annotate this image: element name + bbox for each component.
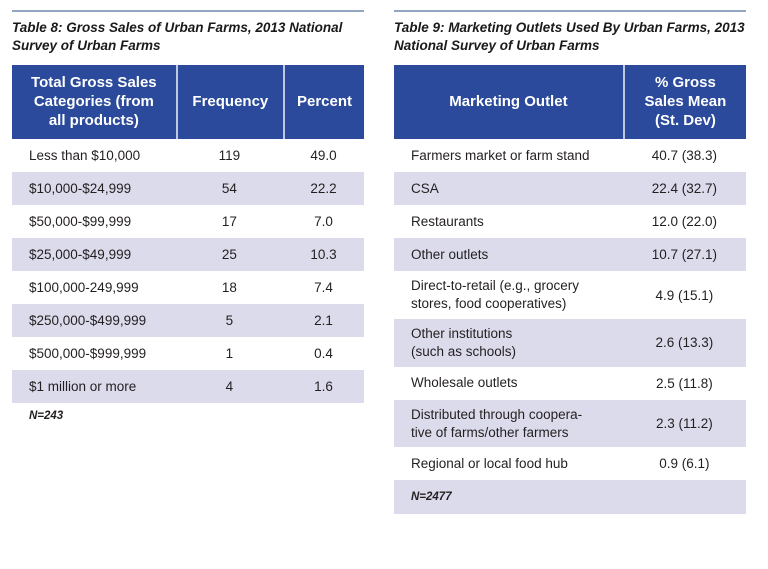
table9-top-rule (394, 10, 746, 12)
percent-cell: 2.1 (314, 313, 333, 329)
outlet-cell: Farmers market or farm stand (411, 148, 590, 164)
percent-cell: 1.6 (314, 379, 333, 395)
table-row: Less than $10,000 119 49.0 (12, 139, 364, 172)
table8-header-percent: Percent (283, 65, 364, 140)
table-row: CSA 22.4 (32.7) (394, 172, 746, 206)
table-row: $10,000-$24,999 54 22.2 (12, 172, 364, 206)
category-cell: $250,000-$499,999 (29, 313, 147, 329)
category-cell: $500,000-$999,999 (29, 346, 147, 362)
table9-header-outlet: Marketing Outlet (449, 93, 568, 111)
mean-cell: 2.6 (13.3) (655, 335, 714, 351)
table9-section: Table 9: Marketing Outlets Used By Urban… (394, 10, 746, 515)
percent-cell: 10.3 (310, 247, 337, 263)
outlet-cell: Regional or local food hub (411, 455, 568, 471)
table-row: $250,000-$499,999 5 2.1 (12, 304, 364, 338)
mean-cell: 4.9 (15.1) (655, 287, 714, 303)
outlet-cell: Direct-to-retail (e.g., grocery stores, … (411, 278, 580, 312)
table-row: $100,000-249,999 18 7.4 (12, 271, 364, 304)
table8-header-row: Total Gross Sales Categories (from all p… (12, 65, 364, 140)
table-row: Other institutions (such as schools) 2.6… (394, 319, 746, 367)
table-row: Restaurants 12.0 (22.0) (394, 205, 746, 238)
category-cell: $1 million or more (29, 379, 137, 395)
table8-body: Less than $10,000 119 49.0 $10,000-$24,9… (12, 139, 364, 404)
frequency-cell: 119 (218, 148, 241, 164)
mean-cell: 40.7 (38.3) (651, 148, 718, 164)
table8-top-rule (12, 10, 364, 12)
percent-cell: 7.0 (314, 214, 333, 230)
table-row: Distributed through coopera- tive of far… (394, 399, 746, 448)
table-row: Farmers market or farm stand 40.7 (38.3) (394, 139, 746, 172)
mean-cell: 10.7 (27.1) (651, 247, 718, 263)
frequency-cell: 17 (221, 214, 237, 230)
table-row: Regional or local food hub 0.9 (6.1) (394, 447, 746, 480)
outlet-cell: Restaurants (411, 214, 484, 230)
table8: Total Gross Sales Categories (from all p… (12, 65, 364, 422)
outlet-cell: Wholesale outlets (411, 375, 518, 391)
table9-footnote: N=2477 (411, 491, 452, 504)
table8-title: Table 8: Gross Sales of Urban Farms, 201… (12, 20, 343, 54)
table9-body: Farmers market or farm stand 40.7 (38.3)… (394, 139, 746, 480)
percent-cell: 49.0 (310, 148, 337, 164)
table-row: Wholesale outlets 2.5 (11.8) (394, 367, 746, 400)
category-cell: $100,000-249,999 (29, 280, 139, 296)
mean-cell: 2.3 (11.2) (655, 416, 713, 431)
category-cell: Less than $10,000 (29, 148, 141, 164)
frequency-cell: 1 (225, 346, 234, 362)
table-row: Other outlets 10.7 (27.1) (394, 238, 746, 272)
percent-cell: 22.2 (310, 181, 337, 197)
outlet-cell: Other outlets (411, 247, 489, 263)
mean-cell: 2.5 (11.8) (655, 375, 713, 391)
mean-cell: 0.9 (6.1) (659, 456, 710, 472)
table-row: Direct-to-retail (e.g., grocery stores, … (394, 271, 746, 319)
table-row: $25,000-$49,999 25 10.3 (12, 238, 364, 272)
mean-cell: 12.0 (22.0) (651, 214, 718, 230)
percent-cell: 0.4 (314, 346, 333, 362)
table9-header-mean: % Gross Sales Mean (St. Dev) (622, 65, 746, 140)
table8-header-frequency: Frequency (175, 65, 283, 140)
category-cell: $10,000-$24,999 (29, 181, 132, 197)
category-cell: $50,000-$99,999 (29, 214, 132, 230)
outlet-cell: CSA (411, 181, 439, 197)
table-row: $1 million or more 4 1.6 (12, 370, 364, 404)
outlet-cell: Distributed through coopera- tive of far… (411, 406, 583, 440)
table8-footnote: N=243 (29, 410, 64, 423)
percent-cell: 7.4 (314, 280, 333, 296)
frequency-cell: 4 (225, 379, 234, 395)
category-cell: $25,000-$49,999 (29, 247, 132, 263)
table8-section: Table 8: Gross Sales of Urban Farms, 201… (12, 10, 364, 422)
table9-title: Table 9: Marketing Outlets Used By Urban… (394, 20, 745, 54)
table8-header-category: Total Gross Sales Categories (from all p… (31, 74, 157, 129)
table-row: $50,000-$99,999 17 7.0 (12, 205, 364, 238)
table9-header-row: Marketing Outlet % Gross Sales Mean (St.… (394, 65, 746, 140)
table-row: $500,000-$999,999 1 0.4 (12, 337, 364, 370)
outlet-cell: Other institutions (such as schools) (411, 326, 517, 359)
frequency-cell: 5 (225, 313, 234, 329)
table9-footnote-row: N=2477 (394, 480, 746, 515)
mean-cell: 22.4 (32.7) (651, 181, 718, 197)
frequency-cell: 54 (221, 181, 237, 197)
frequency-cell: 18 (221, 280, 237, 296)
table9: Marketing Outlet % Gross Sales Mean (St.… (394, 65, 746, 515)
frequency-cell: 25 (221, 247, 237, 263)
